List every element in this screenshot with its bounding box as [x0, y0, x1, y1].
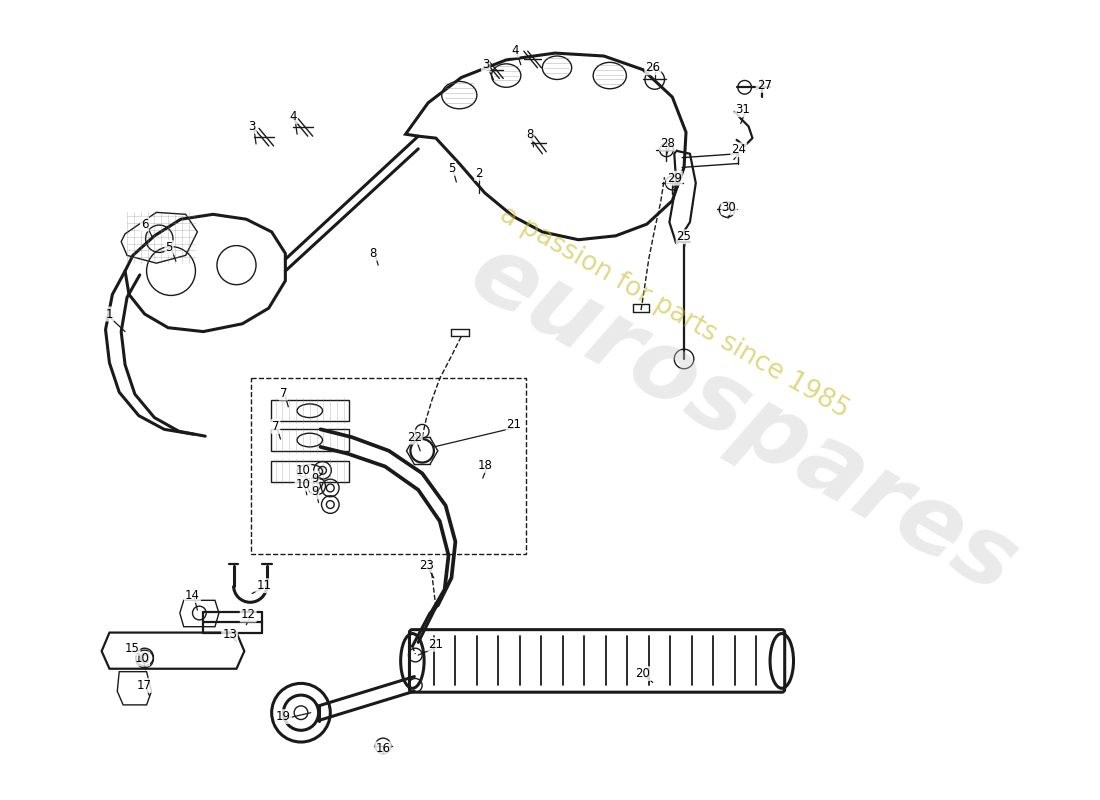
Text: a passion for parts since 1985: a passion for parts since 1985 — [495, 201, 854, 423]
Text: 27: 27 — [757, 79, 772, 92]
Text: 30: 30 — [722, 201, 736, 214]
Text: 6: 6 — [141, 218, 149, 230]
Text: 20: 20 — [636, 667, 650, 680]
Text: 19: 19 — [276, 710, 290, 723]
Text: 21: 21 — [506, 418, 521, 431]
Text: 8: 8 — [370, 247, 377, 260]
Text: 9: 9 — [311, 486, 318, 498]
Text: 15: 15 — [124, 642, 140, 654]
Text: 21: 21 — [428, 638, 443, 651]
Text: eurospares: eurospares — [453, 226, 1032, 614]
Text: 13: 13 — [222, 628, 238, 641]
Text: 31: 31 — [735, 103, 750, 116]
Text: 4: 4 — [289, 110, 297, 123]
Text: 12: 12 — [241, 609, 255, 622]
Text: 7: 7 — [279, 386, 287, 400]
Text: 9: 9 — [311, 472, 318, 485]
Text: 23: 23 — [419, 558, 433, 572]
Text: 3: 3 — [249, 120, 256, 133]
Text: 7: 7 — [272, 420, 279, 433]
Text: 17: 17 — [138, 679, 152, 692]
Text: 10: 10 — [296, 478, 310, 490]
Text: 18: 18 — [477, 459, 492, 472]
Text: 10: 10 — [134, 653, 150, 666]
Text: 4: 4 — [512, 44, 519, 57]
Text: 16: 16 — [375, 742, 390, 755]
Text: 28: 28 — [660, 138, 675, 150]
Text: 26: 26 — [646, 62, 660, 74]
Text: 5: 5 — [448, 162, 455, 175]
Text: 5: 5 — [165, 241, 173, 254]
Text: 24: 24 — [732, 143, 746, 156]
Text: 10: 10 — [296, 464, 310, 477]
Text: 14: 14 — [185, 589, 200, 602]
Text: 25: 25 — [676, 230, 692, 243]
Text: 2: 2 — [475, 166, 483, 180]
Text: 22: 22 — [407, 430, 421, 444]
Text: 8: 8 — [526, 128, 534, 141]
Text: 3: 3 — [482, 58, 490, 71]
Text: 11: 11 — [256, 579, 272, 592]
Text: 1: 1 — [106, 307, 113, 321]
Text: 29: 29 — [667, 172, 682, 185]
